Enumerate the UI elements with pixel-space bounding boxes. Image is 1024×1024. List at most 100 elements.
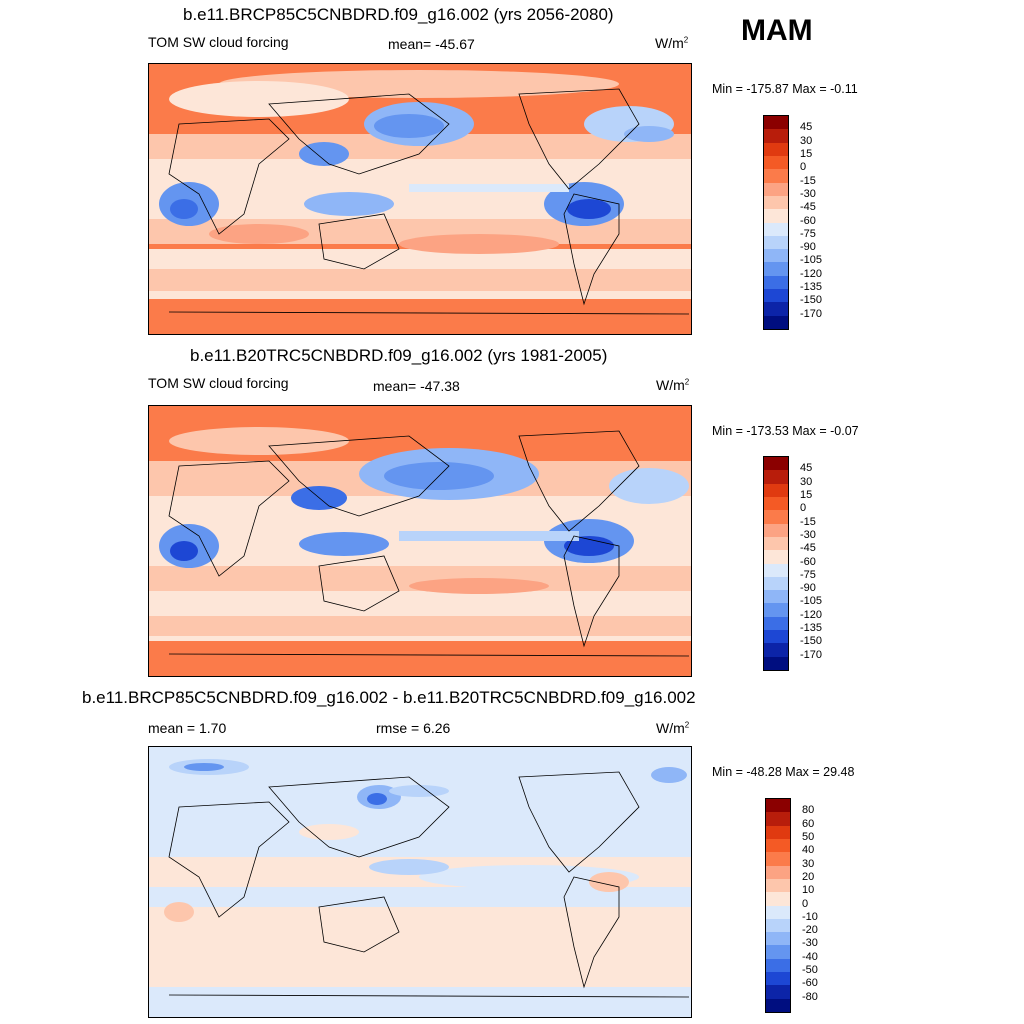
panel-3-units: W/m2	[656, 720, 690, 736]
colorbar-cell	[764, 590, 788, 604]
colorbar-cell	[764, 169, 788, 183]
colorbar-tick-label: 80	[802, 804, 815, 817]
colorbar-cell	[764, 249, 788, 263]
colorbar-cell	[764, 483, 788, 497]
colorbar-cell	[766, 958, 790, 973]
panel-2-colorbar-cells	[764, 457, 788, 670]
colorbar-cell	[766, 918, 790, 933]
panel-2-minmax: Min = -173.53 Max = -0.07	[712, 424, 859, 438]
colorbar-cell	[764, 496, 788, 511]
panel-1-title: b.e11.BRCP85C5CNBDRD.f09_g16.002 (yrs 20…	[183, 5, 614, 24]
colorbar-cell	[764, 470, 788, 484]
colorbar-tick-label: 30	[800, 134, 813, 147]
colorbar-cell	[764, 142, 788, 156]
colorbar-tick-label: -60	[802, 977, 818, 990]
panel-1-variable-label: TOM SW cloud forcing	[148, 34, 289, 50]
colorbar-tick-label: -80	[802, 990, 818, 1003]
colorbar-tick-label: -120	[800, 608, 823, 621]
colorbar-tick-label: -15	[800, 515, 816, 528]
colorbar-cell	[764, 195, 788, 210]
colorbar-tick-label: -105	[800, 254, 823, 267]
colorbar-cell	[764, 643, 788, 657]
colorbar-cell	[766, 865, 790, 879]
panel-1-colorbar-cells	[764, 116, 788, 329]
colorbar-cell	[766, 905, 790, 919]
colorbar-tick-label: -15	[800, 174, 816, 187]
panel-2-title: b.e11.B20TRC5CNBDRD.f09_g16.002 (yrs 198…	[190, 346, 608, 365]
colorbar-tick-label: -60	[800, 214, 816, 227]
colorbar-tick-label: -90	[800, 241, 816, 254]
colorbar-cell	[766, 799, 790, 813]
colorbar-tick-label: -75	[800, 227, 816, 240]
colorbar-tick-label: -30	[800, 528, 816, 541]
colorbar-cell	[764, 155, 788, 170]
colorbar-cell	[766, 932, 790, 946]
colorbar-cell	[764, 275, 788, 290]
colorbar-tick-label: -120	[800, 267, 823, 280]
colorbar-cell	[764, 563, 788, 577]
panel-3-colorbar-cells	[766, 799, 790, 1012]
colorbar-tick-label: -135	[800, 281, 823, 294]
colorbar-cell	[766, 892, 790, 906]
colorbar-tick-label: -75	[800, 568, 816, 581]
colorbar-cell	[764, 209, 788, 223]
colorbar-tick-label: -150	[800, 294, 823, 307]
colorbar-tick-label: -30	[800, 187, 816, 200]
colorbar-tick-label: 45	[800, 121, 813, 134]
colorbar-cell	[764, 262, 788, 276]
panel-3-rmse-label: rmse = 6.26	[376, 720, 451, 736]
colorbar-cell	[766, 945, 790, 959]
colorbar-cell	[764, 550, 788, 564]
colorbar-cell	[764, 523, 788, 537]
colorbar-cell	[764, 630, 788, 644]
colorbar-tick-label: -150	[800, 635, 823, 648]
colorbar-cell	[764, 289, 788, 303]
colorbar-cell	[764, 302, 788, 316]
colorbar-tick-label: 60	[802, 817, 815, 830]
colorbar-tick-label: 50	[802, 830, 815, 843]
colorbar-cell	[764, 536, 788, 551]
panel-2-variable-label: TOM SW cloud forcing	[148, 375, 289, 391]
colorbar-cell	[764, 182, 788, 196]
colorbar-cell	[764, 616, 788, 631]
colorbar-tick-label: -45	[800, 201, 816, 214]
panel-2-mean-label: mean= -47.38	[373, 378, 460, 394]
colorbar-cell	[764, 315, 788, 329]
colorbar-tick-label: 30	[802, 857, 815, 870]
colorbar-tick-label: 10	[802, 884, 815, 897]
colorbar-cell	[766, 838, 790, 853]
colorbar-cell	[764, 129, 788, 143]
panel-1-colorbar	[763, 115, 789, 330]
colorbar-cell	[766, 998, 790, 1012]
season-label: MAM	[741, 14, 813, 47]
colorbar-tick-label: -135	[800, 622, 823, 635]
panel-3-map	[148, 746, 692, 1018]
colorbar-tick-label: 0	[800, 161, 807, 174]
colorbar-cell	[766, 852, 790, 866]
colorbar-tick-label: -10	[802, 910, 818, 923]
colorbar-cell	[764, 457, 788, 471]
colorbar-tick-label: -170	[800, 307, 823, 320]
colorbar-tick-label: -90	[800, 582, 816, 595]
colorbar-tick-label: 20	[802, 870, 815, 883]
panel-2-colorbar	[763, 456, 789, 671]
panel-2-map	[148, 405, 692, 677]
colorbar-tick-label: -20	[802, 924, 818, 937]
colorbar-tick-label: 40	[802, 844, 815, 857]
colorbar-tick-label: -40	[802, 950, 818, 963]
panel-1-minmax: Min = -175.87 Max = -0.11	[712, 82, 858, 96]
colorbar-tick-label: 45	[800, 462, 813, 475]
colorbar-tick-label: -45	[800, 542, 816, 555]
colorbar-tick-label: -50	[802, 964, 818, 977]
colorbar-cell	[766, 812, 790, 826]
panel-1-mean-label: mean= -45.67	[388, 36, 475, 52]
colorbar-cell	[764, 576, 788, 591]
colorbar-tick-label: 30	[800, 475, 813, 488]
panel-2-units: W/m2	[656, 377, 690, 393]
panel-3-colorbar	[765, 798, 791, 1013]
colorbar-cell	[764, 603, 788, 617]
colorbar-tick-label: -30	[802, 937, 818, 950]
panel-3-title: b.e11.BRCP85C5CNBDRD.f09_g16.002 - b.e11…	[82, 688, 696, 707]
colorbar-cell	[766, 878, 790, 893]
colorbar-tick-label: 0	[802, 897, 809, 910]
